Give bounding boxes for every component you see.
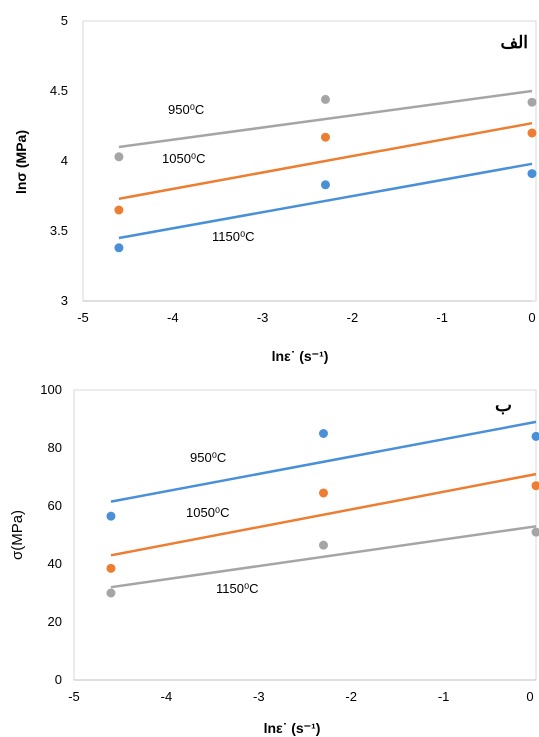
plot-area-b (73, 389, 537, 681)
y-tick-label: 4.5 (50, 83, 68, 98)
trendline-series-2 (110, 525, 537, 589)
data-point-series-2 (106, 588, 116, 598)
data-point-series-0 (114, 152, 124, 162)
y-tick-label: 60 (48, 498, 62, 513)
x-tick-label: -4 (167, 310, 179, 325)
data-point-series-1 (320, 132, 330, 142)
data-point-series-2 (318, 540, 328, 550)
y-tick-label: 20 (48, 614, 62, 629)
data-point-series-1 (318, 488, 328, 498)
series-marks-a (114, 89, 537, 253)
y-tick-label: 3 (61, 293, 68, 308)
data-point-series-0 (106, 511, 116, 521)
series-labels-a: 950⁰C 1050⁰C 1150⁰C (162, 102, 255, 244)
data-point-series-1 (531, 481, 539, 491)
y-tick-label: 80 (48, 440, 62, 455)
data-point-series-1 (106, 563, 116, 573)
chart-a-ylabel: lnσ (MPa) (13, 130, 29, 194)
x-tick-label: -2 (345, 689, 357, 704)
chart-a-xlabel: lnε˙ (s⁻¹) (272, 348, 329, 364)
x-tick-label: -3 (253, 689, 265, 704)
chart-b-xlabel: lnε˙ (s⁻¹) (264, 720, 321, 736)
y-tick-label: 40 (48, 556, 62, 571)
series-label-1150: 1150⁰C (216, 581, 259, 596)
series-label-1050: 1050⁰C (162, 151, 206, 166)
x-tick-label: -1 (436, 310, 448, 325)
x-ticks-b: -5 -4 -3 -2 -1 0 (68, 689, 533, 704)
series-label-950: 950⁰C (190, 450, 226, 465)
plot-area-a (82, 20, 537, 302)
chart-a: الف lnε˙ (s⁻¹) lnσ (MPa) 3 3.5 4 4.5 5 -… (13, 13, 537, 364)
series-marks-b (106, 420, 539, 598)
y-tick-label: 4 (61, 153, 68, 168)
trendline-series-1 (118, 121, 533, 201)
trendline-series-0 (110, 420, 537, 503)
data-point-series-0 (531, 431, 539, 441)
trendline-series-2 (118, 162, 533, 240)
x-tick-label: -5 (77, 310, 89, 325)
data-point-series-0 (318, 429, 328, 438)
chart-b: ب lnε˙ (s⁻¹) σ(MPa) 0 20 40 60 80 100 -5… (9, 382, 539, 736)
y-ticks-b: 0 20 40 60 80 100 (40, 382, 62, 687)
x-tick-label: -1 (438, 689, 450, 704)
chart-b-ylabel: σ(MPa) (9, 510, 26, 560)
x-tick-label: 0 (526, 689, 533, 704)
trendline-series-0 (118, 89, 533, 149)
data-point-series-2 (531, 527, 539, 537)
data-point-series-1 (114, 205, 124, 215)
x-tick-label: -4 (161, 689, 173, 704)
data-point-series-1 (527, 128, 537, 138)
data-point-series-0 (320, 94, 330, 104)
y-tick-label: 100 (40, 382, 62, 397)
series-label-1150: 1150⁰C (212, 229, 255, 244)
y-tick-label: 0 (55, 672, 62, 687)
series-label-950: 950⁰C (168, 102, 204, 117)
chart-b-title: ب (495, 395, 512, 415)
y-tick-label: 5 (61, 13, 68, 28)
x-tick-label: -3 (257, 310, 269, 325)
chart-a-title: الف (500, 33, 528, 52)
data-point-series-0 (527, 97, 537, 107)
y-tick-label: 3.5 (50, 223, 68, 238)
trendline-series-1 (110, 472, 537, 557)
data-point-series-2 (320, 180, 330, 190)
x-tick-label: -5 (68, 689, 80, 704)
x-ticks-a: -5 -4 -3 -2 -1 0 (77, 310, 535, 325)
series-label-1050: 1050⁰C (186, 505, 230, 520)
x-tick-label: 0 (528, 310, 535, 325)
data-point-series-2 (527, 169, 537, 179)
y-ticks-a: 3 3.5 4 4.5 5 (50, 13, 68, 308)
series-labels-b: 950⁰C 1050⁰C 1150⁰C (186, 450, 259, 596)
data-point-series-2 (114, 243, 124, 253)
x-tick-label: -2 (347, 310, 359, 325)
